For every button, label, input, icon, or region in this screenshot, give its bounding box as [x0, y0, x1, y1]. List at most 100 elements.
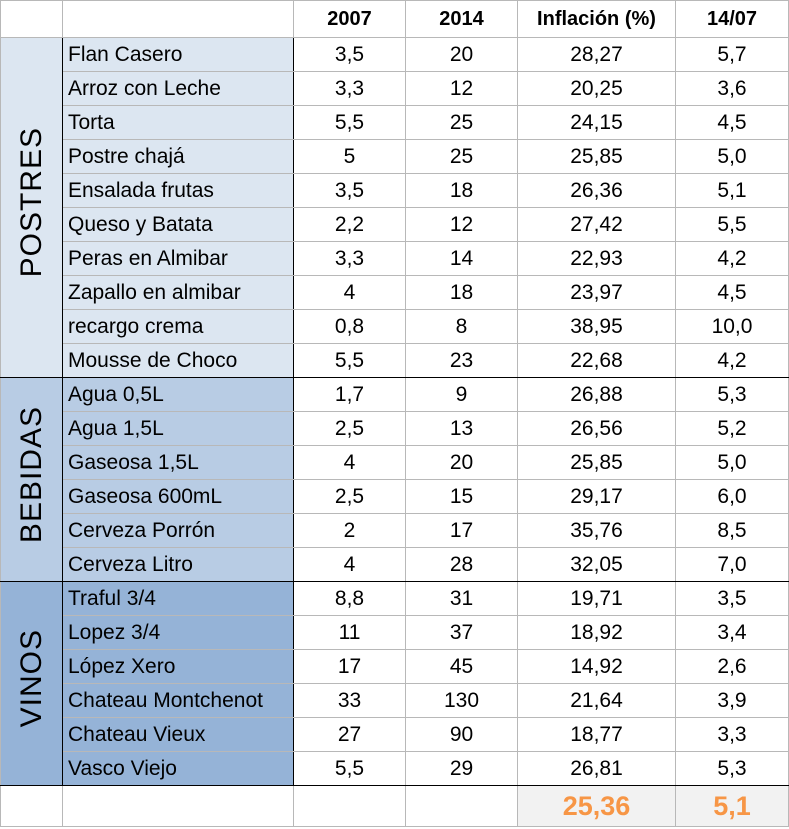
- average-ratio-cell[interactable]: 5,1: [675, 785, 789, 827]
- value-cell[interactable]: 26,88: [517, 377, 676, 412]
- value-cell[interactable]: 18,92: [517, 615, 676, 650]
- value-cell[interactable]: 19,71: [517, 581, 676, 616]
- item-name-cell[interactable]: Postre chajá: [62, 139, 294, 174]
- value-cell[interactable]: 7,0: [675, 547, 789, 582]
- value-cell[interactable]: 8,5: [675, 513, 789, 548]
- group-label-vinos[interactable]: VINOS: [0, 581, 63, 786]
- value-cell[interactable]: 23: [405, 343, 518, 378]
- value-cell[interactable]: 6,0: [675, 479, 789, 514]
- header-cell[interactable]: 2007: [293, 0, 406, 38]
- value-cell[interactable]: 29: [405, 751, 518, 786]
- value-cell[interactable]: 27,42: [517, 207, 676, 242]
- value-cell[interactable]: 22,68: [517, 343, 676, 378]
- value-cell[interactable]: 11: [293, 615, 406, 650]
- item-name-cell[interactable]: Queso y Batata: [62, 207, 294, 242]
- value-cell[interactable]: 4,2: [675, 241, 789, 276]
- item-name-cell[interactable]: Mousse de Choco: [62, 343, 294, 378]
- header-cell[interactable]: 2014: [405, 0, 518, 38]
- value-cell[interactable]: 5,2: [675, 411, 789, 446]
- value-cell[interactable]: 14,92: [517, 649, 676, 684]
- value-cell[interactable]: 5,5: [293, 105, 406, 140]
- value-cell[interactable]: 2: [293, 513, 406, 548]
- item-name-cell[interactable]: Chateau Montchenot: [62, 683, 294, 718]
- value-cell[interactable]: 28: [405, 547, 518, 582]
- value-cell[interactable]: 2,2: [293, 207, 406, 242]
- value-cell[interactable]: 20: [405, 445, 518, 480]
- item-name-cell[interactable]: Lopez 3/4: [62, 615, 294, 650]
- value-cell[interactable]: 20,25: [517, 71, 676, 106]
- value-cell[interactable]: 4: [293, 445, 406, 480]
- value-cell[interactable]: 37: [405, 615, 518, 650]
- value-cell[interactable]: 4,5: [675, 105, 789, 140]
- item-name-cell[interactable]: Cerveza Porrón: [62, 513, 294, 548]
- value-cell[interactable]: 27: [293, 717, 406, 752]
- value-cell[interactable]: 4: [293, 547, 406, 582]
- value-cell[interactable]: 23,97: [517, 275, 676, 310]
- value-cell[interactable]: 33: [293, 683, 406, 718]
- value-cell[interactable]: 0,8: [293, 309, 406, 344]
- value-cell[interactable]: 26,81: [517, 751, 676, 786]
- value-cell[interactable]: 3,5: [293, 37, 406, 72]
- item-name-cell[interactable]: Agua 0,5L: [62, 377, 294, 412]
- value-cell[interactable]: 10,0: [675, 309, 789, 344]
- value-cell[interactable]: 38,95: [517, 309, 676, 344]
- value-cell[interactable]: 24,15: [517, 105, 676, 140]
- value-cell[interactable]: 22,93: [517, 241, 676, 276]
- value-cell[interactable]: 25: [405, 105, 518, 140]
- value-cell[interactable]: 3,3: [675, 717, 789, 752]
- value-cell[interactable]: 3,4: [675, 615, 789, 650]
- value-cell[interactable]: 32,05: [517, 547, 676, 582]
- value-cell[interactable]: 5: [293, 139, 406, 174]
- value-cell[interactable]: 8: [405, 309, 518, 344]
- value-cell[interactable]: 3,3: [293, 71, 406, 106]
- value-cell[interactable]: 130: [405, 683, 518, 718]
- value-cell[interactable]: 17: [405, 513, 518, 548]
- value-cell[interactable]: 26,36: [517, 173, 676, 208]
- value-cell[interactable]: 5,5: [293, 751, 406, 786]
- group-label-postres[interactable]: POSTRES: [0, 37, 63, 378]
- empty-cell[interactable]: [0, 785, 63, 827]
- value-cell[interactable]: 31: [405, 581, 518, 616]
- value-cell[interactable]: 90: [405, 717, 518, 752]
- item-name-cell[interactable]: Agua 1,5L: [62, 411, 294, 446]
- item-name-cell[interactable]: Gaseosa 600mL: [62, 479, 294, 514]
- value-cell[interactable]: 1,7: [293, 377, 406, 412]
- item-name-cell[interactable]: Chateau Vieux: [62, 717, 294, 752]
- value-cell[interactable]: 5,3: [675, 377, 789, 412]
- item-name-cell[interactable]: Gaseosa 1,5L: [62, 445, 294, 480]
- item-name-cell[interactable]: Flan Casero: [62, 37, 294, 72]
- value-cell[interactable]: 13: [405, 411, 518, 446]
- group-label-bebidas[interactable]: BEBIDAS: [0, 377, 63, 582]
- item-name-cell[interactable]: Peras en Almibar: [62, 241, 294, 276]
- item-name-cell[interactable]: Arroz con Leche: [62, 71, 294, 106]
- item-name-cell[interactable]: Cerveza Litro: [62, 547, 294, 582]
- item-name-cell[interactable]: recargo crema: [62, 309, 294, 344]
- value-cell[interactable]: 5,0: [675, 445, 789, 480]
- value-cell[interactable]: 4,5: [675, 275, 789, 310]
- value-cell[interactable]: 26,56: [517, 411, 676, 446]
- value-cell[interactable]: 21,64: [517, 683, 676, 718]
- value-cell[interactable]: 9: [405, 377, 518, 412]
- value-cell[interactable]: 3,9: [675, 683, 789, 718]
- item-name-cell[interactable]: Torta: [62, 105, 294, 140]
- value-cell[interactable]: 12: [405, 71, 518, 106]
- value-cell[interactable]: 25,85: [517, 139, 676, 174]
- value-cell[interactable]: 12: [405, 207, 518, 242]
- empty-cell[interactable]: [293, 785, 406, 827]
- value-cell[interactable]: 3,5: [293, 173, 406, 208]
- average-inflation-cell[interactable]: 25,36: [517, 785, 676, 827]
- item-name-cell[interactable]: Vasco Viejo: [62, 751, 294, 786]
- value-cell[interactable]: 28,27: [517, 37, 676, 72]
- value-cell[interactable]: 2,5: [293, 479, 406, 514]
- empty-cell[interactable]: [405, 785, 518, 827]
- value-cell[interactable]: 29,17: [517, 479, 676, 514]
- value-cell[interactable]: 15: [405, 479, 518, 514]
- value-cell[interactable]: 2,6: [675, 649, 789, 684]
- value-cell[interactable]: 4: [293, 275, 406, 310]
- value-cell[interactable]: 25,85: [517, 445, 676, 480]
- value-cell[interactable]: 4,2: [675, 343, 789, 378]
- value-cell[interactable]: 5,3: [675, 751, 789, 786]
- value-cell[interactable]: 5,5: [293, 343, 406, 378]
- value-cell[interactable]: 5,1: [675, 173, 789, 208]
- header-cell[interactable]: 14/07: [675, 0, 789, 38]
